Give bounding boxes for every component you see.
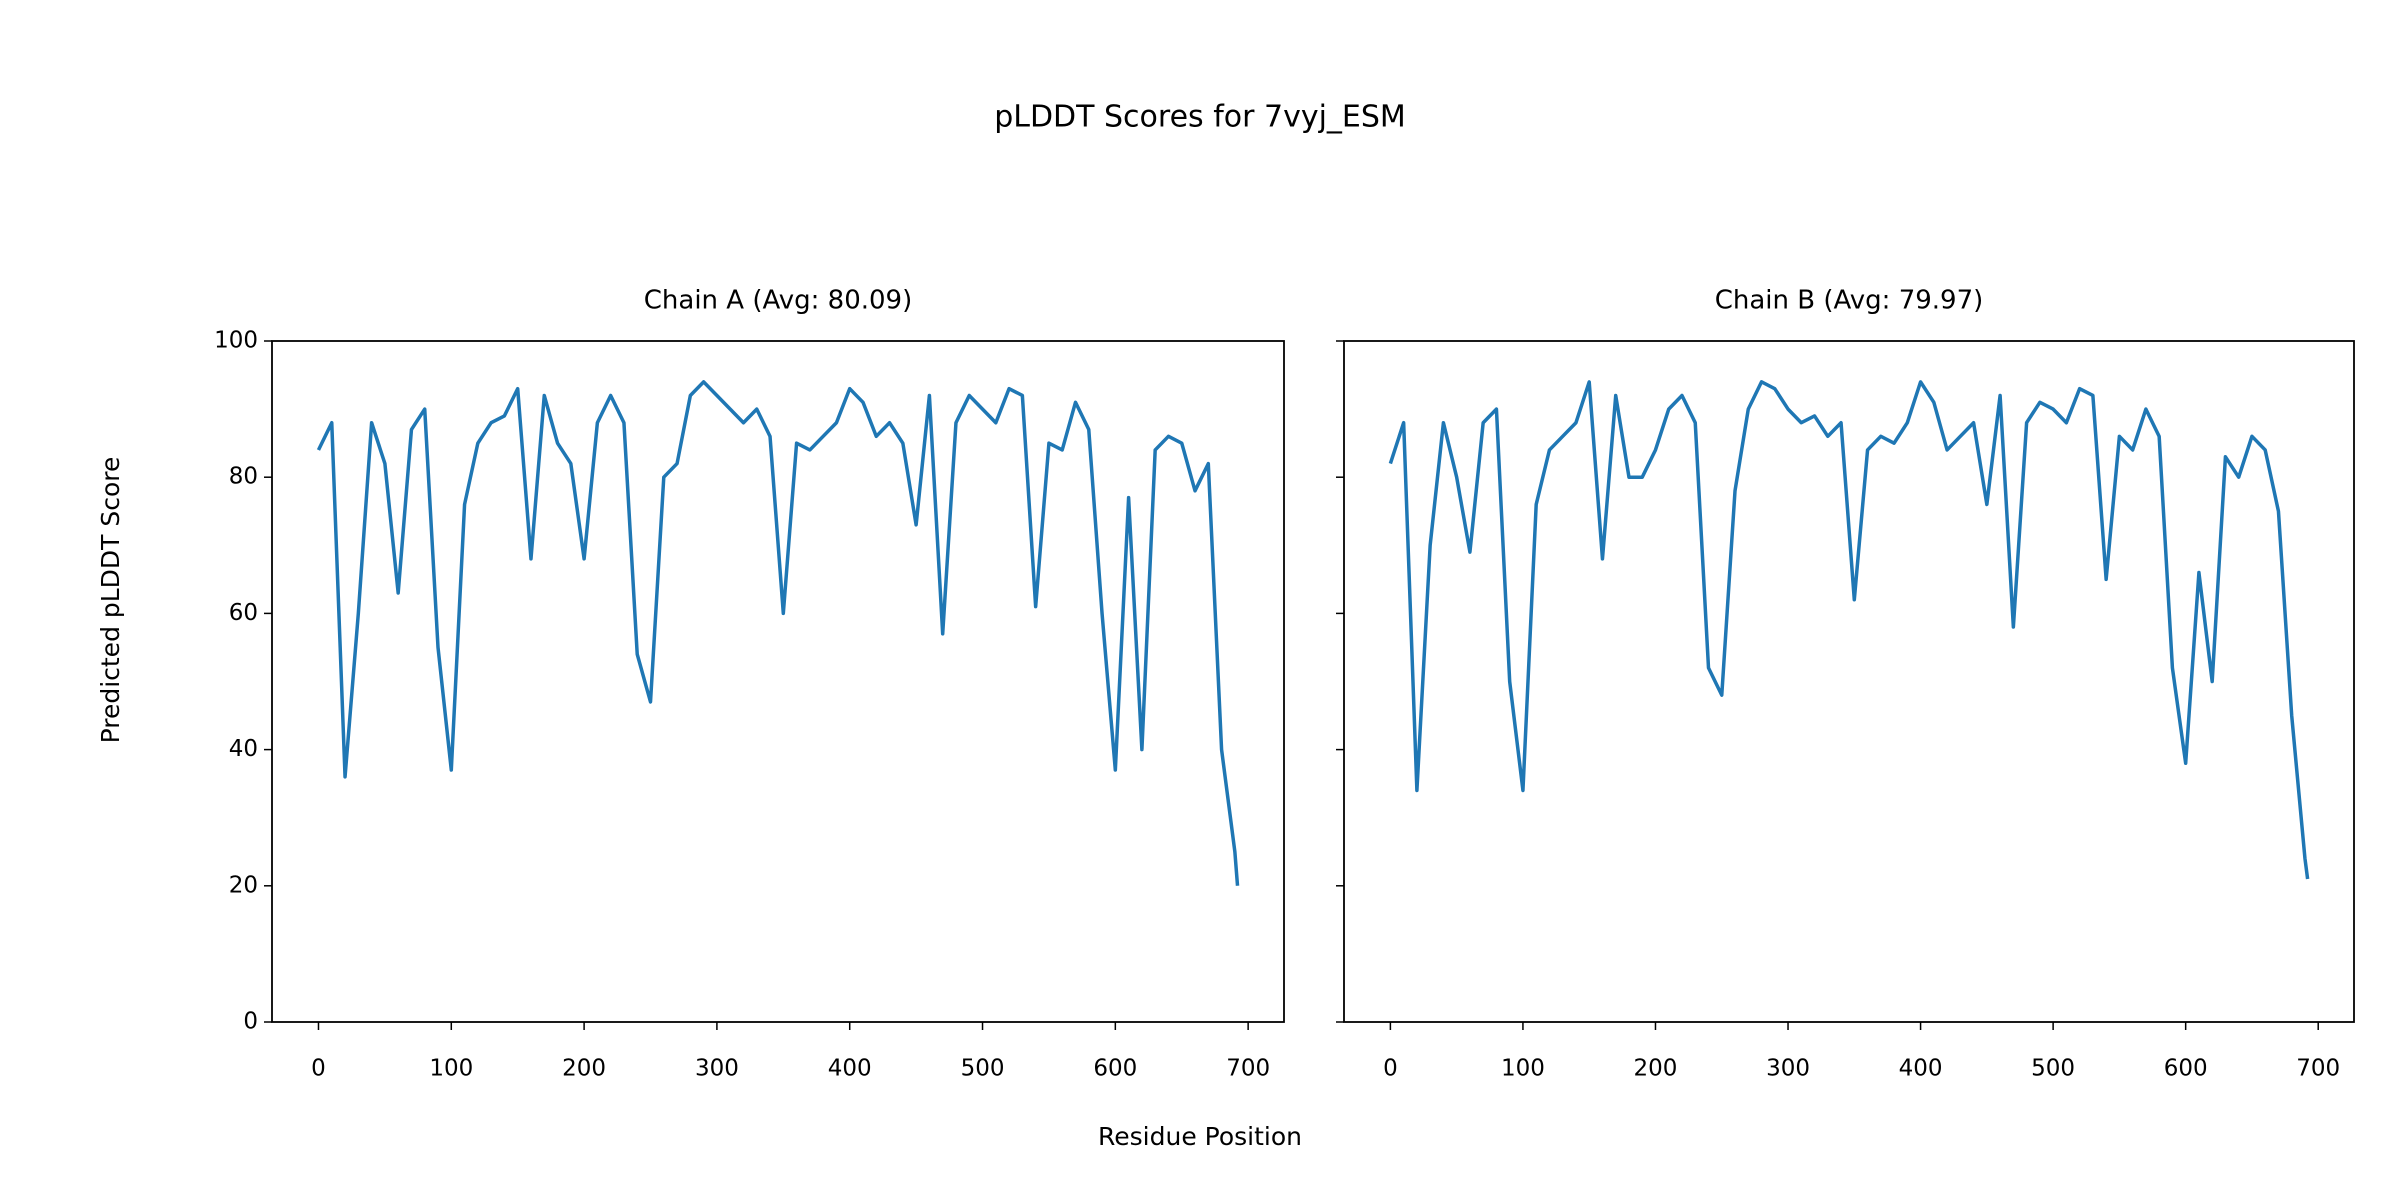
x-tick-label: 400 xyxy=(1899,1056,1943,1082)
axes-frame xyxy=(1343,340,2355,1023)
x-axis-label: Residue Position xyxy=(1098,1122,1302,1151)
subplot-title: Chain A (Avg: 80.09) xyxy=(644,286,912,316)
data-line xyxy=(1388,380,2310,880)
x-tick-label: 600 xyxy=(2164,1056,2208,1082)
x-tick-label: 100 xyxy=(429,1056,473,1082)
x-tick-label: 500 xyxy=(2031,1056,2075,1082)
x-tick-label: 400 xyxy=(828,1056,872,1082)
x-tick-label: 200 xyxy=(562,1056,606,1082)
y-tick-label: 80 xyxy=(229,464,258,490)
x-tick-label: 200 xyxy=(1634,1056,1678,1082)
y-tick-label: 40 xyxy=(229,736,258,762)
y-tick-label: 100 xyxy=(214,328,258,354)
axes-frame xyxy=(271,340,1285,1023)
x-tick-label: 500 xyxy=(961,1056,1005,1082)
x-tick-label: 300 xyxy=(1766,1056,1810,1082)
y-axis-label: Predicted pLDDT Score xyxy=(96,457,125,744)
x-tick-label: 600 xyxy=(1093,1056,1137,1082)
x-tick-label: 700 xyxy=(1226,1056,1270,1082)
x-tick-label: 0 xyxy=(1383,1056,1398,1082)
subplot-title: Chain B (Avg: 79.97) xyxy=(1715,286,1984,316)
y-tick-label: 0 xyxy=(243,1009,258,1035)
figure-title: pLDDT Scores for 7vyj_ESM xyxy=(994,100,1406,135)
data-line xyxy=(316,380,1240,886)
x-tick-label: 300 xyxy=(695,1056,739,1082)
x-tick-label: 0 xyxy=(311,1056,326,1082)
x-tick-label: 100 xyxy=(1501,1056,1545,1082)
y-tick-label: 60 xyxy=(229,600,258,626)
x-tick-label: 700 xyxy=(2296,1056,2340,1082)
y-tick-label: 20 xyxy=(229,872,258,898)
